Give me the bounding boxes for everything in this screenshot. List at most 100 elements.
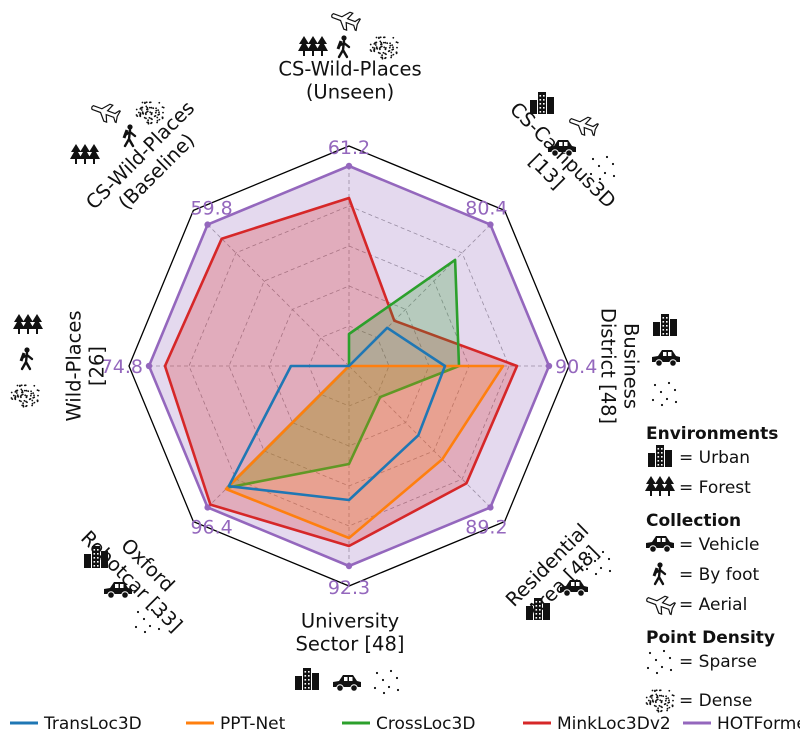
dense-dot [144, 101, 146, 104]
tree-shape [88, 144, 100, 159]
icon-key: Environments = Urban = Forest Collection = V… [645, 424, 778, 713]
dense-dot [24, 394, 27, 397]
sparse-dot [382, 691, 386, 695]
window-shape [543, 95, 545, 97]
axis-label-line: Sector [48] [296, 633, 405, 656]
plane-shape [331, 11, 362, 32]
dense-dot [382, 51, 385, 54]
dense-dot [387, 50, 390, 53]
dense-dot [666, 704, 669, 707]
dense-dot [650, 694, 653, 697]
dense-dot [379, 40, 382, 43]
dense-dot [149, 111, 152, 114]
person-head [127, 124, 133, 130]
dense-dot [33, 394, 35, 397]
key-item-label: = By foot [679, 565, 760, 585]
grid-spoke [348, 365, 491, 508]
dense-dot [161, 117, 164, 120]
dense-dot [386, 42, 389, 45]
axis-label-line: Wild-Places [63, 310, 86, 421]
axis-label-line: Business [620, 323, 643, 409]
dense-dot [141, 112, 144, 114]
legend-item-crossloc3d: CrossLoc3D [342, 714, 475, 734]
window-shape [543, 99, 545, 101]
sparse-dot [601, 550, 605, 554]
window-shape [662, 325, 665, 327]
window-shape [97, 557, 99, 559]
dense-icon [645, 689, 675, 713]
dense-dot [656, 696, 658, 699]
axis-label: Wild-Places [26] [63, 310, 109, 421]
sparse-dot [373, 686, 377, 690]
dense-dot [645, 696, 648, 699]
dense-dot [662, 695, 665, 698]
sparse-dot [660, 665, 664, 669]
axis-label-line: CS-Wild-Places [278, 58, 421, 81]
window-shape [304, 683, 307, 685]
dense-dot [667, 701, 670, 704]
dense-dot [158, 118, 161, 121]
dense-dot [37, 394, 39, 397]
window-shape [97, 549, 99, 551]
dense-icon [369, 36, 399, 60]
sparse-dot [659, 390, 663, 394]
dense-dot [392, 46, 394, 49]
building-shape [670, 319, 677, 336]
dense-dot [390, 54, 393, 57]
grid-ring [308, 325, 390, 407]
dense-dot [20, 394, 23, 396]
window-shape [539, 111, 542, 113]
sparse-dot [587, 552, 591, 556]
car-window [663, 352, 667, 356]
car-window [571, 582, 575, 586]
legend-label: MinkLoc3Dv2 [557, 714, 671, 734]
dense-dot [154, 111, 157, 114]
sparse-dot [648, 651, 652, 655]
tree-shape [298, 36, 310, 51]
legend: TransLoc3D PPT-Net CrossLoc3D MinkLoc3Dv2 HO… [10, 714, 800, 734]
key-item-label: = Dense [679, 691, 752, 711]
window-shape [535, 613, 538, 615]
grid-spoke [207, 224, 350, 367]
sparse-dot [669, 668, 673, 672]
dense-dot [139, 112, 142, 114]
car-wheel [669, 359, 677, 367]
building-shape [661, 314, 669, 336]
tree-shape [307, 36, 319, 51]
dense-dot [135, 114, 138, 116]
dense-dot [388, 46, 391, 49]
window-shape [304, 687, 307, 689]
dense-dot [148, 116, 151, 119]
dense-dot [147, 119, 149, 122]
dense-dot [651, 700, 654, 702]
dense-dot [146, 108, 148, 111]
dense-dot [650, 697, 653, 699]
window-shape [662, 317, 665, 319]
dense-dot [369, 49, 372, 51]
dense-dot [665, 695, 667, 698]
sparse-dot [612, 174, 616, 178]
sparse-dot [143, 630, 147, 634]
window-shape [657, 452, 660, 454]
sparse-dot [396, 688, 400, 692]
series-polygon [227, 326, 447, 502]
dense-dot [20, 400, 22, 403]
dense-dot [152, 107, 155, 110]
dense-dot [384, 41, 387, 44]
forest-icon [298, 36, 328, 56]
window-shape [304, 675, 307, 677]
dense-dot [33, 401, 36, 404]
backpack-shape [336, 40, 343, 50]
max-value-label: 90.4 [555, 356, 597, 378]
dense-dot [649, 701, 652, 704]
window-shape [535, 601, 538, 603]
dense-dot [671, 694, 674, 696]
dense-dot [145, 111, 148, 113]
data-point [545, 362, 553, 370]
legend-item-hotformerloc: HOTFormerLoc [683, 714, 800, 734]
dense-dot [392, 53, 395, 56]
dense-dot [647, 699, 650, 702]
dense-dot [655, 701, 657, 704]
building-shape [656, 445, 664, 467]
